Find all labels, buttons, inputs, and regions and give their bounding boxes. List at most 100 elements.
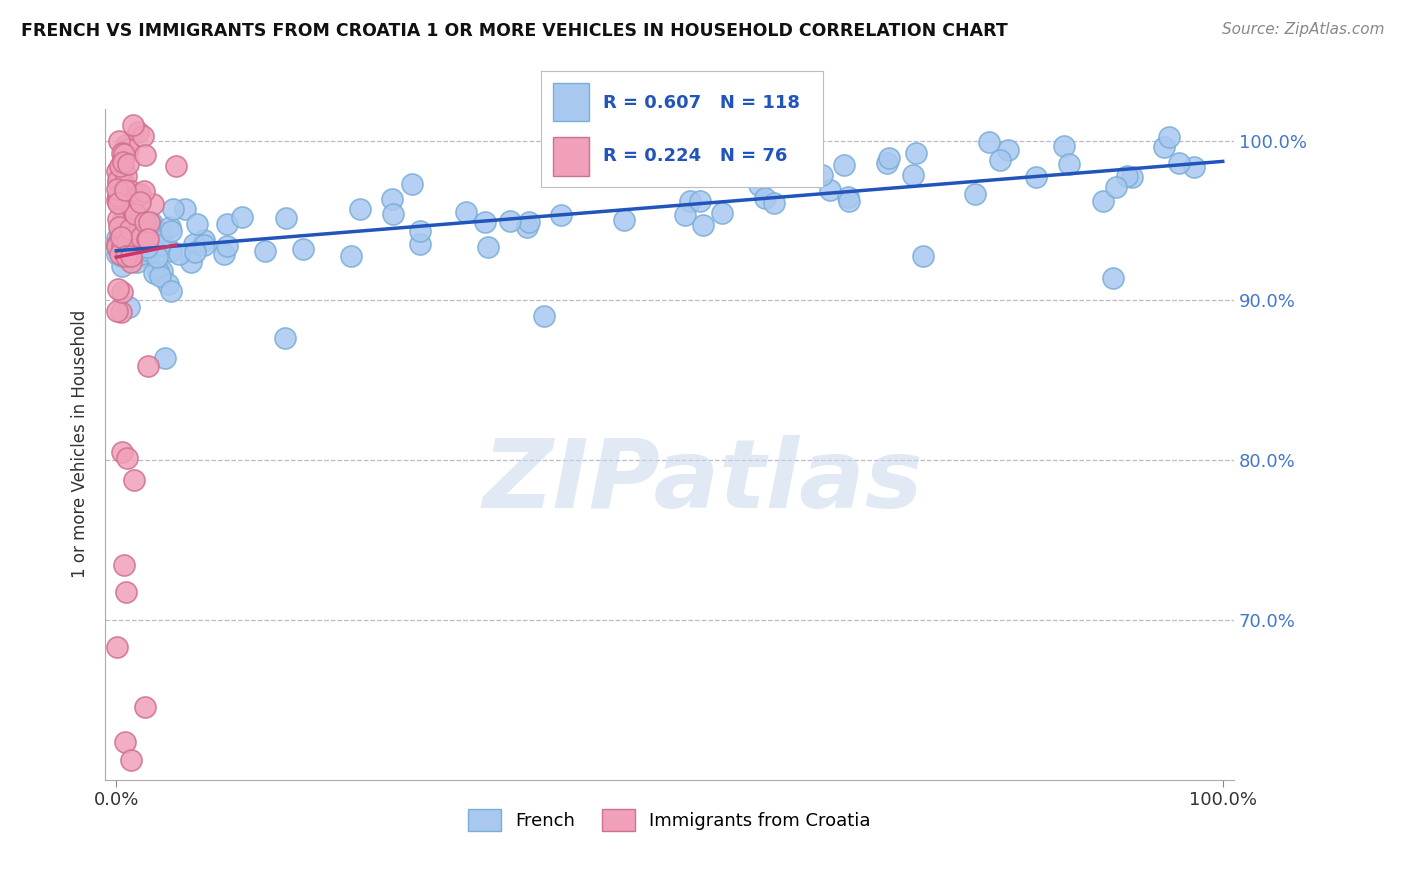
Point xyxy=(231,210,253,224)
Point xyxy=(111,260,134,274)
Point xyxy=(193,238,215,252)
Text: FRENCH VS IMMIGRANTS FROM CROATIA 1 OR MORE VEHICLES IN HOUSEHOLD CORRELATION CH: FRENCH VS IMMIGRANTS FROM CROATIA 1 OR M… xyxy=(21,22,1008,40)
Point xyxy=(105,640,128,655)
Point xyxy=(977,135,1000,149)
Point xyxy=(153,351,176,365)
Point xyxy=(832,158,855,172)
Point xyxy=(107,189,129,203)
Point xyxy=(110,445,132,459)
Point xyxy=(105,230,128,244)
Point xyxy=(111,250,134,264)
Point xyxy=(121,224,143,238)
Point xyxy=(136,240,159,254)
Point xyxy=(132,129,155,144)
Point xyxy=(118,301,141,315)
Point xyxy=(837,190,859,204)
Point xyxy=(533,309,555,323)
Point xyxy=(901,168,924,182)
Point xyxy=(112,221,135,235)
Point xyxy=(217,239,239,253)
Point xyxy=(120,255,142,269)
Point xyxy=(879,151,901,165)
Point xyxy=(838,194,860,208)
Point xyxy=(160,224,183,238)
Point xyxy=(349,202,371,216)
Point xyxy=(673,208,696,222)
Point xyxy=(748,178,770,193)
Point xyxy=(136,359,159,374)
Point xyxy=(159,219,181,234)
Point xyxy=(1157,129,1180,144)
Point xyxy=(132,184,155,198)
Point xyxy=(107,195,129,210)
Point xyxy=(107,237,129,252)
Point xyxy=(1053,139,1076,153)
Point xyxy=(105,193,128,207)
Point xyxy=(105,240,128,254)
Point xyxy=(134,148,156,162)
Point xyxy=(692,218,714,232)
Point xyxy=(165,159,187,173)
Point xyxy=(108,159,131,173)
Point xyxy=(111,145,134,160)
Point xyxy=(120,753,142,767)
Point xyxy=(108,169,131,184)
Point xyxy=(112,174,135,188)
Point xyxy=(1091,194,1114,209)
Point xyxy=(105,164,128,178)
Point xyxy=(141,216,163,230)
Point xyxy=(118,205,141,219)
Point xyxy=(135,232,157,246)
Point xyxy=(1104,180,1126,194)
Point xyxy=(131,230,153,244)
Point xyxy=(128,222,150,236)
Point xyxy=(117,157,139,171)
Point xyxy=(108,247,131,261)
Point xyxy=(217,218,239,232)
Point xyxy=(125,227,148,241)
Point xyxy=(129,187,152,202)
Point xyxy=(114,211,136,226)
Point xyxy=(115,235,138,250)
Point xyxy=(160,244,183,259)
Point xyxy=(150,235,173,249)
Point xyxy=(183,236,205,251)
Point xyxy=(905,146,928,161)
Point xyxy=(1121,169,1143,184)
Point xyxy=(107,282,129,296)
Point xyxy=(111,236,134,251)
Point xyxy=(401,177,423,191)
Point xyxy=(689,194,711,208)
Point xyxy=(253,244,276,259)
Point xyxy=(1168,156,1191,170)
Point xyxy=(963,187,986,202)
Point xyxy=(148,225,170,239)
Point xyxy=(184,245,207,260)
Point xyxy=(135,243,157,257)
Point xyxy=(477,240,499,254)
Point xyxy=(127,242,149,256)
Point xyxy=(193,233,215,247)
Point xyxy=(276,211,298,226)
Point xyxy=(499,213,522,227)
Point xyxy=(120,229,142,244)
Point xyxy=(138,215,160,229)
Legend: French, Immigrants from Croatia: French, Immigrants from Croatia xyxy=(468,809,870,831)
Point xyxy=(997,143,1019,157)
Point xyxy=(128,234,150,248)
Point xyxy=(115,249,138,263)
Point xyxy=(127,255,149,269)
Y-axis label: 1 or more Vehicles in Household: 1 or more Vehicles in Household xyxy=(72,310,89,578)
Point xyxy=(340,249,363,263)
Point xyxy=(454,204,477,219)
Point xyxy=(110,194,132,208)
Point xyxy=(108,220,131,235)
Point xyxy=(114,194,136,209)
Point xyxy=(112,147,135,161)
Point xyxy=(114,205,136,219)
Point xyxy=(516,219,538,234)
Point xyxy=(912,249,935,263)
Point xyxy=(118,244,141,259)
Point xyxy=(134,699,156,714)
Point xyxy=(148,264,170,278)
